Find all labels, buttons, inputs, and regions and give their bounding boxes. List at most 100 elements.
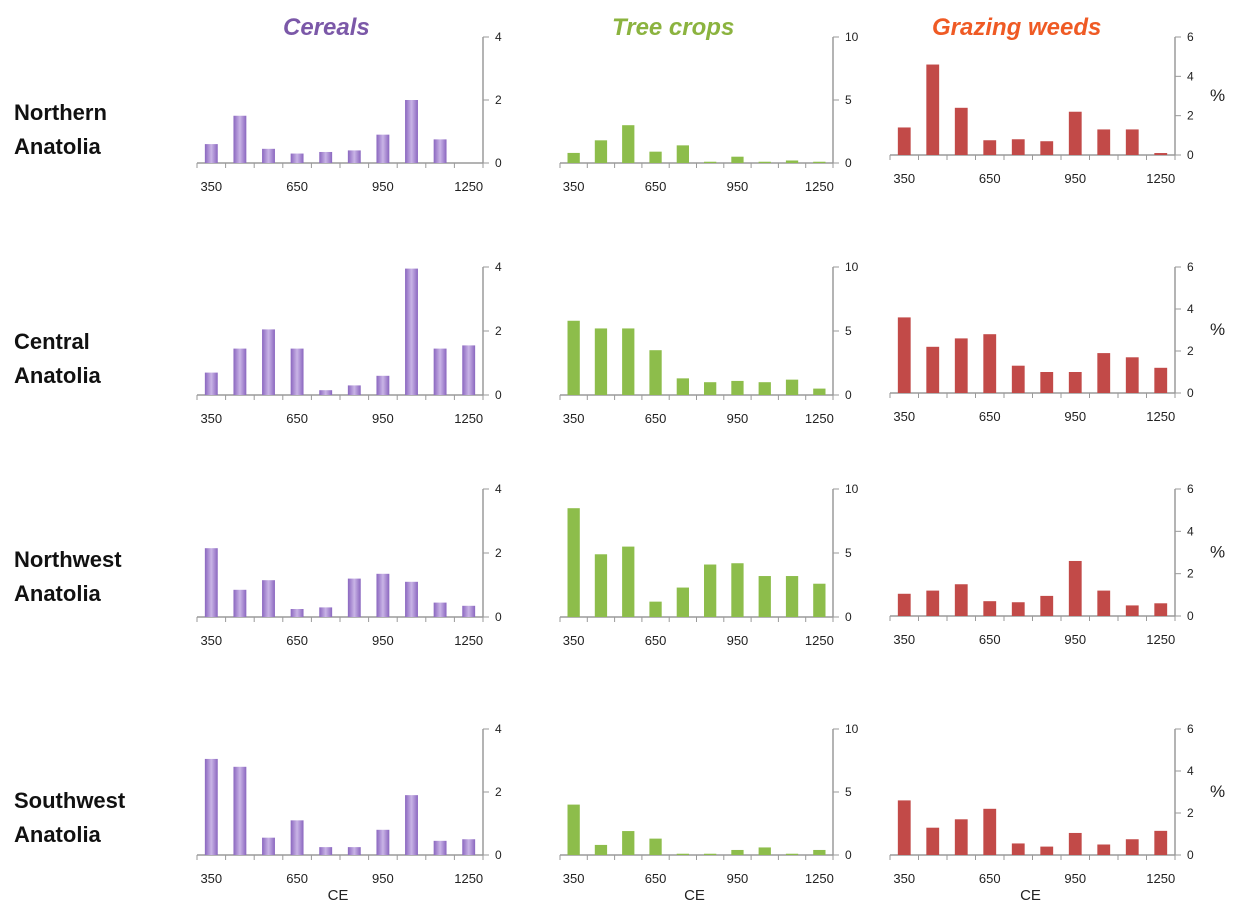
x-tick-label: 950 xyxy=(372,179,394,194)
bar xyxy=(758,847,771,855)
bar xyxy=(676,587,689,617)
bar xyxy=(594,844,608,855)
x-tick-label: 1250 xyxy=(454,179,483,194)
bar xyxy=(897,317,911,393)
bar xyxy=(983,808,997,855)
y-tick-label: 2 xyxy=(495,324,502,338)
bar xyxy=(319,847,333,855)
x-tick-label: 950 xyxy=(372,633,394,648)
bar xyxy=(1154,153,1168,155)
x-axis-title: CE xyxy=(328,887,349,904)
x-tick-label: 350 xyxy=(563,179,585,194)
y-tick-label: 5 xyxy=(845,93,852,107)
x-tick-label: 1250 xyxy=(805,411,834,426)
x-tick-label: 950 xyxy=(372,411,394,426)
y-tick-label: 10 xyxy=(845,722,859,736)
x-tick-label: 350 xyxy=(893,871,915,886)
bar xyxy=(1040,141,1054,155)
y-tick-label: 0 xyxy=(845,156,852,170)
bar xyxy=(433,139,447,163)
x-tick-label: 650 xyxy=(286,179,308,194)
bar xyxy=(622,831,635,855)
y-tick-label: 2 xyxy=(1187,109,1194,123)
y-tick-label: 2 xyxy=(495,93,502,107)
bar xyxy=(1125,129,1139,155)
bar xyxy=(813,161,826,163)
bar xyxy=(649,838,662,855)
bar xyxy=(813,388,826,395)
bar xyxy=(462,345,476,395)
y-axis-title: % xyxy=(1210,782,1225,801)
column-title-grazing-weeds: Grazing weeds xyxy=(932,14,1102,41)
bar xyxy=(1125,605,1139,616)
bar xyxy=(926,64,940,155)
y-tick-label: 6 xyxy=(1187,482,1194,496)
bar xyxy=(347,150,361,163)
bar xyxy=(567,508,580,617)
bar xyxy=(405,795,418,855)
row-label-central: Central Anatolia xyxy=(14,325,101,393)
row-label-southwest: Southwest Anatolia xyxy=(14,784,125,852)
bar xyxy=(1154,603,1168,616)
bar xyxy=(731,849,744,855)
bar xyxy=(676,378,689,395)
y-tick-label: 0 xyxy=(495,388,502,402)
bar xyxy=(704,853,717,855)
bar xyxy=(233,348,247,395)
column-title-cereals: Cereals xyxy=(283,14,370,41)
x-tick-label: 650 xyxy=(286,871,308,886)
y-tick-label: 2 xyxy=(1187,567,1194,581)
y-tick-label: 10 xyxy=(845,30,859,44)
y-axis-title: % xyxy=(1210,86,1225,105)
bar xyxy=(897,800,911,855)
y-tick-label: 0 xyxy=(495,848,502,862)
bar xyxy=(704,161,717,163)
bar xyxy=(1040,372,1054,393)
bar xyxy=(983,140,997,155)
y-tick-label: 2 xyxy=(1187,806,1194,820)
x-tick-label: 650 xyxy=(645,411,667,426)
x-tick-label: 350 xyxy=(200,871,222,886)
y-tick-label: 5 xyxy=(845,785,852,799)
bar xyxy=(622,125,635,163)
bar xyxy=(649,601,662,617)
bar xyxy=(594,554,608,617)
bar xyxy=(731,156,744,163)
y-tick-label: 4 xyxy=(1187,302,1194,316)
bar xyxy=(758,576,771,617)
bar xyxy=(567,152,580,163)
y-tick-label: 0 xyxy=(1187,386,1194,400)
x-tick-label: 650 xyxy=(979,632,1001,647)
x-tick-label: 950 xyxy=(727,633,749,648)
bar xyxy=(1068,832,1082,855)
bar xyxy=(758,161,771,163)
x-tick-label: 350 xyxy=(893,171,915,186)
bar xyxy=(897,593,911,616)
x-tick-label: 350 xyxy=(200,633,222,648)
bar xyxy=(319,607,333,617)
bar xyxy=(1040,846,1054,855)
bar xyxy=(1068,560,1082,616)
x-tick-label: 1250 xyxy=(454,411,483,426)
bar xyxy=(785,160,799,163)
y-tick-label: 4 xyxy=(495,260,502,274)
bar xyxy=(676,853,689,855)
bar xyxy=(347,578,361,617)
x-tick-label: 350 xyxy=(893,632,915,647)
y-tick-label: 6 xyxy=(1187,722,1194,736)
x-tick-label: 350 xyxy=(563,633,585,648)
y-tick-label: 4 xyxy=(495,30,502,44)
x-tick-label: 650 xyxy=(979,871,1001,886)
bar xyxy=(433,348,447,395)
x-tick-label: 650 xyxy=(645,179,667,194)
row-label-northern: Northern Anatolia xyxy=(14,96,107,164)
bar xyxy=(704,564,717,617)
bar xyxy=(262,148,275,163)
bar xyxy=(1068,372,1082,393)
y-axis-title: % xyxy=(1210,543,1225,562)
row-label-line1: Central xyxy=(14,329,90,354)
y-tick-label: 4 xyxy=(1187,69,1194,83)
x-tick-label: 950 xyxy=(1064,632,1086,647)
y-tick-label: 5 xyxy=(845,324,852,338)
bar xyxy=(376,134,390,163)
